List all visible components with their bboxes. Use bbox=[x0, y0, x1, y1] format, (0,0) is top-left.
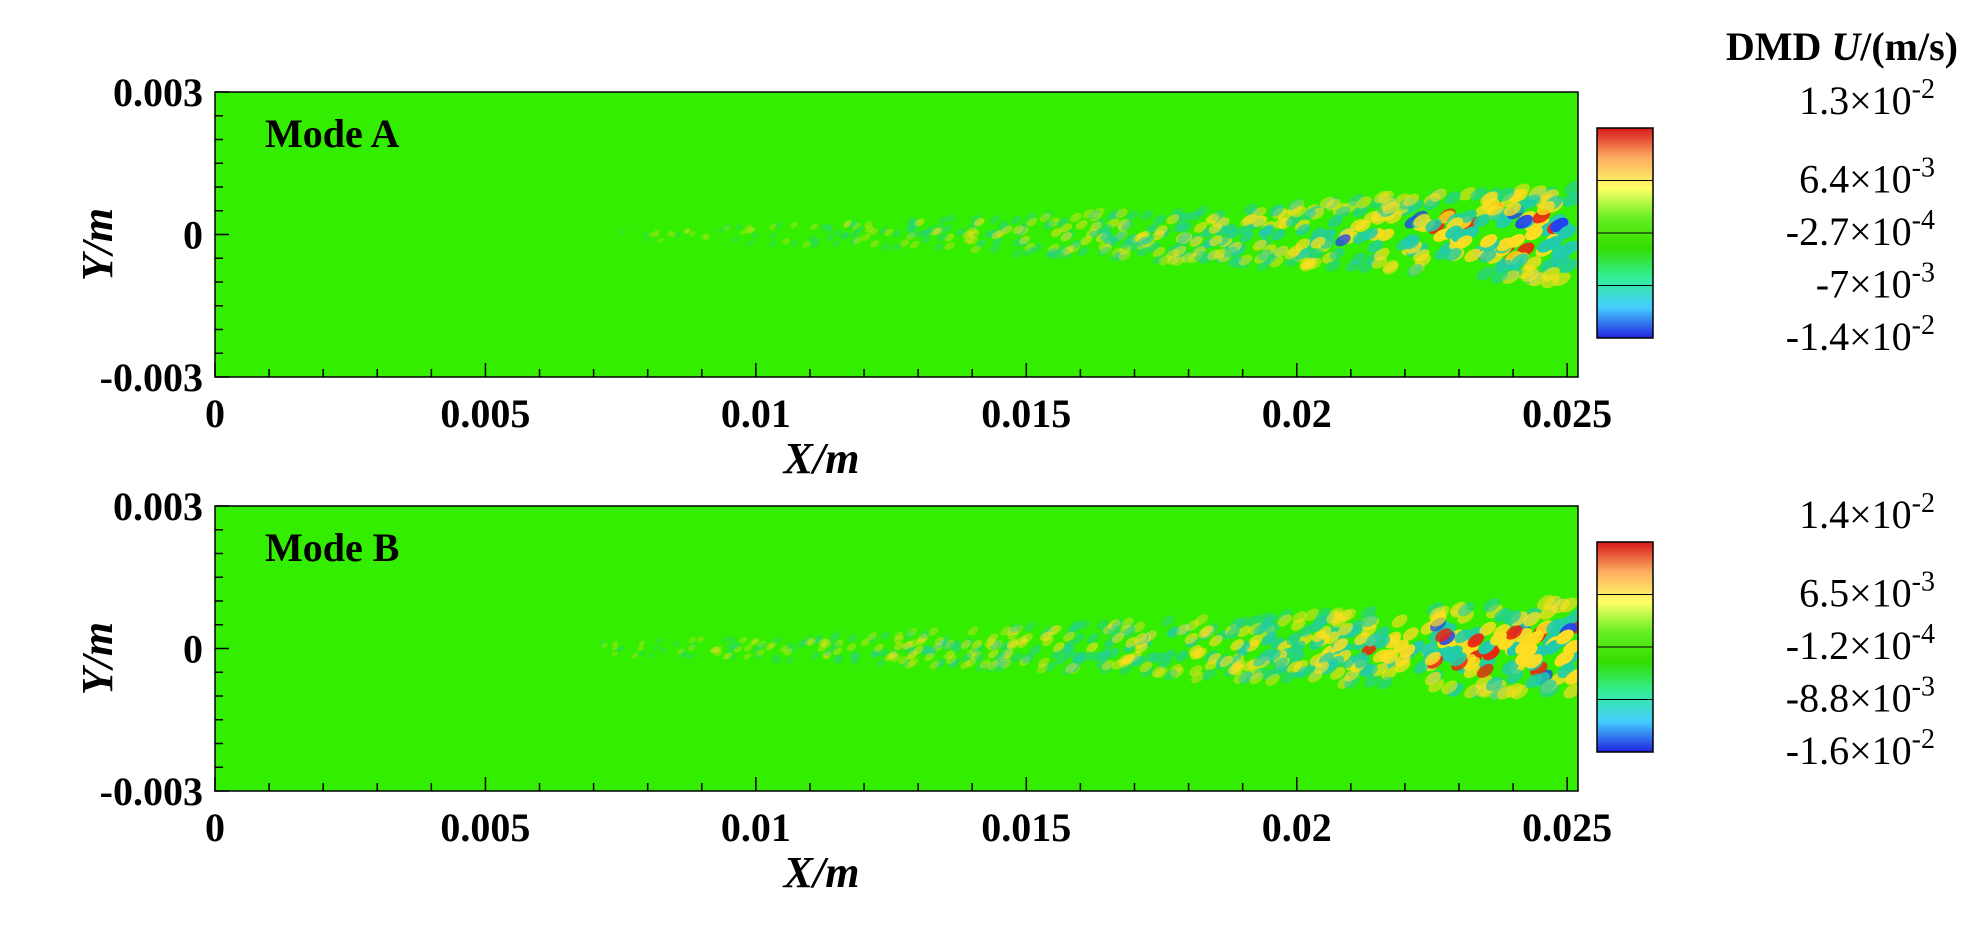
contour-field-structures bbox=[620, 180, 1578, 289]
colorbar-label: -7×10-3 bbox=[1816, 258, 1935, 307]
panel-b: 0 0.005 0.01 0.015 0.02 0.0250.0030-0.003X/mY… bbox=[73, 484, 1935, 897]
y-tick-label: 0 bbox=[183, 627, 203, 672]
y-tick-label: 0.003 bbox=[113, 484, 203, 529]
x-axis-title: X/m bbox=[782, 434, 860, 483]
contour-field-structures bbox=[600, 594, 1578, 700]
colorbar-label: 6.4×10-3 bbox=[1799, 153, 1935, 202]
panel-label: Mode B bbox=[265, 525, 399, 570]
y-tick-label: -0.003 bbox=[100, 769, 203, 814]
colorbar-label: -1.6×10-2 bbox=[1786, 724, 1935, 773]
x-tick-label: 0.025 bbox=[1522, 805, 1612, 850]
x-tick-label: 0.025 bbox=[1522, 391, 1612, 436]
x-tick-label: 0.01 bbox=[721, 391, 791, 436]
y-axis-title: Y/m bbox=[73, 208, 122, 281]
colorbar: 1.4×10-2 6.5×10-3-1.2×10-4-8.8×10-3-1.6×1… bbox=[1596, 488, 1935, 773]
colorbar-label: -1.4×10-2 bbox=[1786, 310, 1935, 359]
y-tick-label: 0.003 bbox=[113, 70, 203, 115]
colorbar-label: -2.7×10-4 bbox=[1786, 205, 1935, 254]
colorbar-label: 6.5×10-3 bbox=[1799, 567, 1935, 616]
colorbar: 1.3×10-2 6.4×10-3-2.7×10-4-7×10-3-1.4×10-… bbox=[1596, 24, 1958, 359]
x-tick-label: 0 bbox=[205, 391, 225, 436]
x-tick-label: 0.015 bbox=[981, 805, 1071, 850]
y-tick-label: -0.003 bbox=[100, 355, 203, 400]
x-tick-label: 0.005 bbox=[440, 805, 530, 850]
y-axis-title: Y/m bbox=[73, 622, 122, 695]
colorbar-label: 1.4×10-2 bbox=[1799, 488, 1935, 537]
panel-label: Mode A bbox=[265, 111, 400, 156]
x-tick-label: 0.02 bbox=[1262, 805, 1332, 850]
x-axis-title: X/m bbox=[782, 848, 860, 897]
y-tick-label: 0 bbox=[183, 213, 203, 258]
x-tick-label: 0.02 bbox=[1262, 391, 1332, 436]
colorbar-title: DMD U/(m/s) bbox=[1726, 24, 1958, 69]
x-tick-label: 0 bbox=[205, 805, 225, 850]
panel-a: 0 0.005 0.01 0.015 0.02 0.0250.0030-0.003X/mY… bbox=[73, 24, 1958, 483]
x-tick-label: 0.015 bbox=[981, 391, 1071, 436]
x-tick-label: 0.005 bbox=[440, 391, 530, 436]
x-tick-label: 0.01 bbox=[721, 805, 791, 850]
colorbar-label: -1.2×10-4 bbox=[1786, 619, 1935, 668]
colorbar-label: -8.8×10-3 bbox=[1786, 672, 1935, 721]
colorbar-label: 1.3×10-2 bbox=[1799, 74, 1935, 123]
